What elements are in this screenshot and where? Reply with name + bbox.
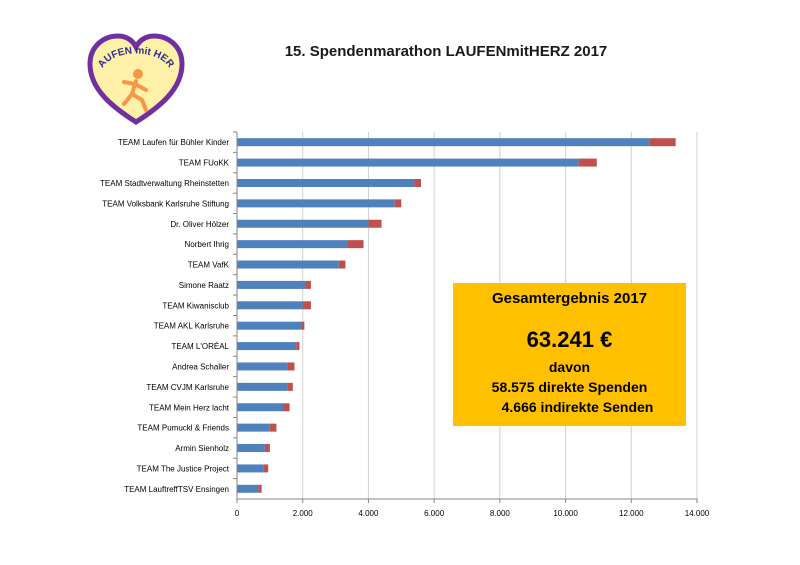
bar-indirect xyxy=(302,301,311,310)
bar-direct xyxy=(237,444,265,453)
y-category-label: TEAM AKL Karlsruhe xyxy=(154,322,230,331)
bar-indirect xyxy=(306,280,311,289)
y-category-label: Simone Raatz xyxy=(179,281,229,290)
x-tick-label: 2.000 xyxy=(293,509,314,518)
bar-direct xyxy=(237,280,306,289)
y-category-label: TEAM Kiwanisclub xyxy=(162,301,229,310)
summary-indirect: 4.666 indirekte Senden xyxy=(501,399,654,415)
bar-direct xyxy=(237,138,650,147)
bar-direct xyxy=(237,362,288,371)
x-tick-label: 0 xyxy=(235,509,240,518)
x-tick-label: 14.000 xyxy=(685,509,710,518)
bar-direct xyxy=(237,484,259,493)
bar-direct xyxy=(237,199,395,208)
y-category-label: Armin Sienholz xyxy=(175,444,229,453)
bar-indirect xyxy=(414,178,421,187)
bar-indirect xyxy=(283,403,290,412)
bar-direct xyxy=(237,321,302,330)
x-tick-label: 4.000 xyxy=(358,509,379,518)
y-category-label: TEAM FUoKK xyxy=(179,159,230,168)
bar-direct xyxy=(237,423,270,432)
laufen-mit-herz-logo: LAUFEN mit HERZ xyxy=(84,30,185,125)
logo-runner-figure xyxy=(122,69,148,112)
bar-indirect xyxy=(368,219,382,228)
bar-indirect xyxy=(258,484,262,493)
bar-indirect xyxy=(338,260,346,269)
y-axis-labels: TEAM Laufen für Bühler Kinder TEAM FUoKK T… xyxy=(100,138,230,494)
x-tick-label: 8.000 xyxy=(490,509,511,518)
bar-indirect xyxy=(649,138,676,147)
bar-indirect xyxy=(269,423,277,432)
y-category-label: Dr. Oliver Hölzer xyxy=(170,220,229,229)
y-category-label: TEAM Pumuckl & Friends xyxy=(137,424,229,433)
chart-title: 15. Spendenmarathon LAUFENmitHERZ 2017 xyxy=(284,43,608,60)
y-category-label: TEAM Stadtverwaltung Rheinstetten xyxy=(100,179,229,188)
bar-direct xyxy=(237,260,339,269)
chart-axes xyxy=(233,131,698,503)
y-category-label: TEAM Mein Herz lacht xyxy=(149,403,230,412)
y-category-label: TEAM Laufen für Bühler Kinder xyxy=(118,138,230,147)
summary-davon: davon xyxy=(548,359,591,375)
y-category-label: TEAM CVJM Karlsruhe xyxy=(146,383,229,392)
x-tick-label: 6.000 xyxy=(424,509,445,518)
bar-direct xyxy=(237,464,264,473)
bar-direct xyxy=(237,342,297,351)
y-category-label: TEAM VafK xyxy=(188,261,230,270)
bar-indirect xyxy=(394,199,402,208)
bar-direct xyxy=(237,178,415,187)
bar-indirect xyxy=(347,240,364,249)
bar-direct xyxy=(237,158,579,167)
bar-direct xyxy=(237,301,303,310)
bar-indirect xyxy=(287,382,293,391)
y-category-label: TEAM LauftreffTSV Ensingen xyxy=(124,485,229,494)
bar-indirect xyxy=(296,342,300,351)
summary-box: Gesamtergebnis 2017 63.241 € davon 58.57… xyxy=(453,283,686,426)
y-category-label: TEAM Volksbank Karlsruhe Stiftung xyxy=(102,199,229,208)
y-category-label: TEAM The Justice Project xyxy=(137,464,230,473)
bar-indirect xyxy=(264,444,270,453)
bar-indirect xyxy=(301,321,305,330)
bar-direct xyxy=(237,240,348,249)
chart-bars xyxy=(237,138,676,493)
summary-direct: 58.575 direkte Spenden xyxy=(491,379,648,395)
y-category-label: Andrea Schaller xyxy=(172,362,229,371)
x-axis-labels: 0 2.000 4.000 6.000 8.000 10.000 12.000 14.000 xyxy=(235,509,710,518)
bar-direct xyxy=(237,219,369,228)
summary-total: 63.241 € xyxy=(526,327,613,352)
x-tick-label: 12.000 xyxy=(619,509,644,518)
y-category-label: TEAM L'ORÉAL xyxy=(171,342,229,351)
x-tick-label: 10.000 xyxy=(553,509,578,518)
bar-indirect xyxy=(263,464,269,473)
logo-heart-shape xyxy=(87,33,185,125)
y-category-label: Norbert Ihrig xyxy=(185,240,229,249)
bar-direct xyxy=(237,403,283,412)
bar-direct xyxy=(237,382,288,391)
bar-indirect xyxy=(578,158,597,167)
bar-indirect xyxy=(287,362,295,371)
summary-heading: Gesamtergebnis 2017 xyxy=(491,290,648,307)
